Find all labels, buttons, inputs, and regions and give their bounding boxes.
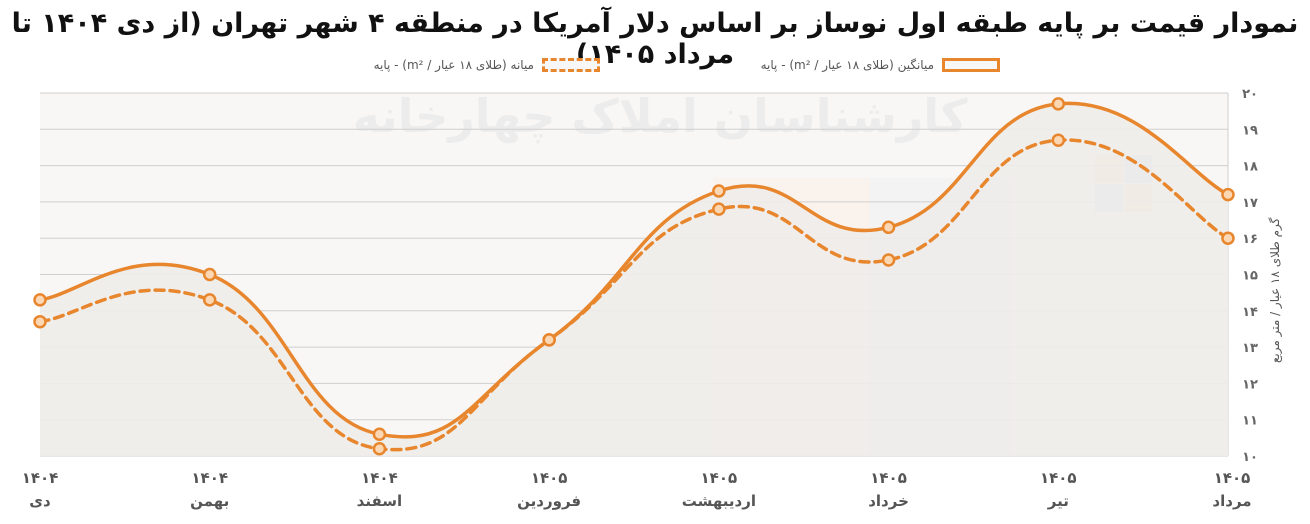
data-point-mean [712,184,726,198]
legend-item-median: میانه (طلای ۱۸ عیار / m²) - پایه [374,58,600,72]
x-tick-month: تیر [1047,492,1069,510]
legend-label-median: میانه (طلای ۱۸ عیار / m²) - پایه [373,58,534,72]
y-tick-label: ۱۸ [1242,160,1258,175]
data-point-median [372,441,387,456]
x-tick-month: اردیبهشت [682,492,756,510]
chart-title: نمودار قیمت بر پایه طبقه اول نوساز بر اس… [11,8,1299,70]
data-point-median [202,293,217,307]
x-tick-year: ۱۴۰۴ [22,469,59,487]
legend-label-mean: میانگین (طلای ۱۸ عیار / m²) - پایه [760,58,934,72]
y-tick-label: ۱۱ [1242,414,1258,429]
legend-swatch-dashed [542,58,600,72]
legend-item-mean: میانگین (طلای ۱۸ عیار / m²) - پایه [761,58,1000,72]
data-point-median [542,333,556,347]
data-point-mean [372,427,387,441]
y-tick-label: ۱۵ [1242,269,1258,284]
y-tick-label: ۱۳ [1242,341,1258,356]
x-tick-year: ۱۴۰۵ [870,469,907,487]
data-point-mean [881,220,896,235]
data-point-mean [1221,187,1235,202]
x-tick-year: ۱۴۰۵ [701,469,738,487]
y-tick-label: ۲۰ [1242,87,1258,102]
data-point-mean [202,267,217,282]
data-point-median [1051,133,1066,147]
legend: میانه (طلای ۱۸ عیار / m²) - پایه میانگین… [374,58,1000,78]
legend-swatch-solid [942,58,1000,72]
x-tick-year: ۱۴۰۴ [361,469,398,487]
x-tick-month: بهمن [190,492,229,510]
data-point-median [1221,231,1235,245]
y-tick-label: ۱۹ [1242,123,1258,138]
x-tick-month: دی [29,492,51,510]
x-tick-year: ۱۴۰۵ [531,469,568,487]
y-tick-label: ۱۷ [1242,196,1258,211]
series-line-median [38,138,1230,452]
series-line-mean [38,101,1230,439]
y-tick-label: ۱۲ [1242,377,1258,392]
x-tick-month: فروردین [517,492,581,510]
data-point-mean [33,293,47,307]
x-tick-month: اسفند [357,492,402,510]
x-tick-month: خرداد [868,492,909,510]
data-point-median [881,253,896,267]
watermark-text: کارشناسان املاک چهارخانه [353,89,968,144]
data-point-mean [1051,97,1066,111]
y-tick-label: ۱۴ [1242,305,1258,320]
x-tick-year: ۱۴۰۴ [191,469,228,487]
series-area-mean [40,103,1228,457]
data-point-median [33,314,47,329]
x-tick-year: ۱۴۰۵ [1214,469,1251,487]
x-tick-month: مرداد [1212,492,1251,510]
y-tick-label: ۱۰ [1242,450,1258,465]
y-tick-label: ۱۶ [1242,232,1258,247]
data-point-median [712,202,726,216]
x-tick-year: ۱۴۰۵ [1040,469,1077,487]
